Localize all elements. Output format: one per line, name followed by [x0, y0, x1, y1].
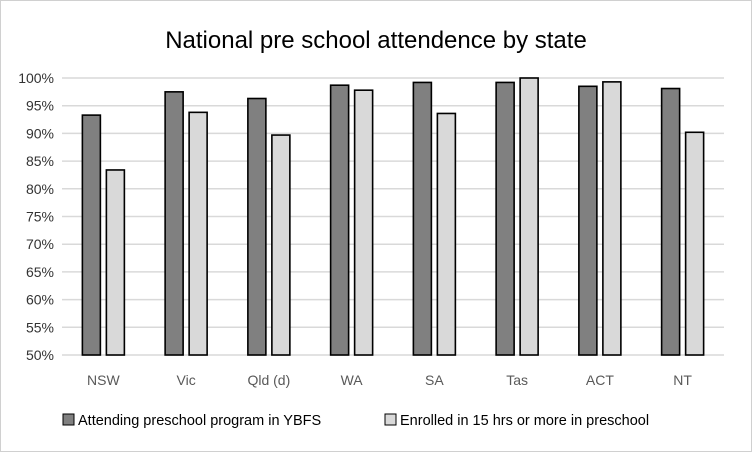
bar-enrolled	[271, 134, 291, 356]
bar-attending	[329, 84, 350, 356]
bar-attending	[660, 87, 681, 356]
x-tick-label: SA	[425, 372, 444, 388]
y-tick-label: 65%	[26, 264, 54, 280]
x-tick-label: WA	[341, 372, 364, 388]
bar-enrolled	[353, 89, 374, 356]
y-tick-label: 50%	[26, 347, 54, 363]
y-tick-label: 100%	[18, 70, 54, 86]
bar-attending	[495, 81, 515, 356]
legend-swatch	[62, 413, 75, 426]
bar-enrolled	[436, 112, 457, 356]
y-tick-label: 95%	[26, 98, 54, 114]
bar-enrolled	[188, 111, 208, 356]
bar-attending	[164, 91, 184, 356]
y-tick-label: 70%	[26, 236, 54, 252]
x-tick-label: Tas	[506, 372, 528, 388]
bar-attending	[81, 114, 102, 356]
bar-enrolled	[105, 169, 126, 356]
legend-label: Enrolled in 15 hrs or more in preschool	[400, 413, 649, 429]
bar-enrolled	[684, 131, 705, 356]
legend-swatch	[384, 413, 397, 426]
x-tick-label: NT	[673, 372, 692, 388]
legend-label: Attending preschool program in YBFS	[78, 413, 321, 429]
bar-attending	[247, 97, 267, 356]
y-tick-label: 75%	[26, 209, 54, 225]
y-tick-label: 80%	[26, 181, 54, 197]
bar-attending	[412, 81, 433, 356]
x-tick-label: Qld (d)	[247, 372, 290, 388]
y-tick-label: 90%	[26, 125, 54, 141]
bar-enrolled	[602, 81, 622, 356]
x-tick-label: ACT	[586, 372, 614, 388]
y-tick-label: 85%	[26, 153, 54, 169]
bar-attending	[578, 85, 598, 356]
x-tick-label: Vic	[177, 372, 196, 388]
y-tick-label: 60%	[26, 292, 54, 308]
x-tick-label: NSW	[87, 372, 120, 388]
y-tick-label: 55%	[26, 319, 54, 335]
chart-title: National pre school attendence by state	[165, 27, 587, 54]
bar-enrolled	[519, 77, 539, 356]
